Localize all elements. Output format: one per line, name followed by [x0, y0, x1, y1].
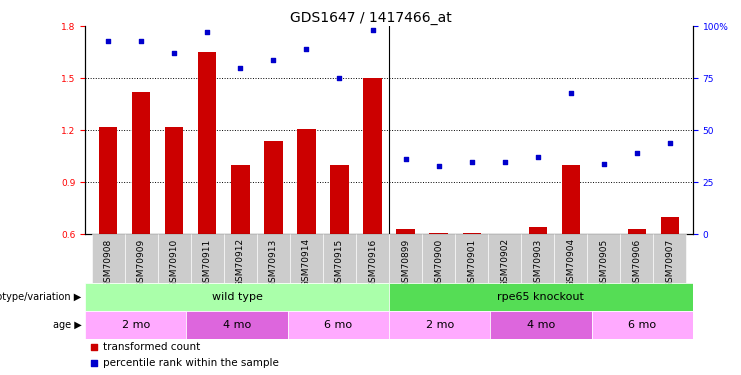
Text: GSM70901: GSM70901 [467, 238, 476, 288]
Bar [224, 234, 257, 283]
Bar [297, 129, 316, 234]
Bar [430, 232, 448, 234]
Bar [363, 78, 382, 234]
Text: GSM70914: GSM70914 [302, 238, 311, 287]
Text: GDS1647 / 1417466_at: GDS1647 / 1417466_at [290, 11, 451, 25]
Bar [587, 234, 620, 283]
Bar [661, 217, 679, 234]
Point [234, 65, 246, 71]
Bar [199, 52, 216, 234]
Bar [191, 234, 224, 283]
Bar [620, 234, 654, 283]
Point [168, 50, 180, 56]
Point [301, 46, 313, 52]
Bar [628, 229, 645, 234]
Point [631, 150, 642, 156]
Bar [231, 165, 250, 234]
Text: 2 mo: 2 mo [425, 320, 453, 330]
Text: GSM70910: GSM70910 [170, 238, 179, 288]
Text: percentile rank within the sample: percentile rank within the sample [104, 358, 279, 368]
Bar [288, 311, 389, 339]
Text: GSM70906: GSM70906 [632, 238, 641, 288]
Point [433, 163, 445, 169]
Bar [491, 311, 591, 339]
Text: GSM70912: GSM70912 [236, 238, 245, 287]
Text: GSM70905: GSM70905 [599, 238, 608, 288]
Text: GSM70908: GSM70908 [104, 238, 113, 288]
Text: transformed count: transformed count [104, 342, 201, 352]
Text: GSM70911: GSM70911 [203, 238, 212, 288]
Bar [562, 165, 579, 234]
Bar [521, 234, 554, 283]
Bar [323, 234, 356, 283]
Bar [92, 234, 124, 283]
Bar [591, 311, 693, 339]
Point [664, 140, 676, 146]
Text: GSM70915: GSM70915 [335, 238, 344, 288]
Text: 6 mo: 6 mo [628, 320, 657, 330]
Point [333, 75, 345, 81]
Point [268, 57, 279, 63]
Bar [85, 283, 389, 311]
Point [466, 135, 478, 141]
Point [466, 280, 478, 286]
Text: GSM70903: GSM70903 [533, 238, 542, 288]
Bar [654, 234, 686, 283]
Text: GSM70899: GSM70899 [401, 238, 410, 288]
Text: GSM70904: GSM70904 [566, 238, 575, 287]
Bar [257, 234, 290, 283]
Point [102, 38, 114, 44]
Text: GSM70916: GSM70916 [368, 238, 377, 288]
Text: GSM70902: GSM70902 [500, 238, 509, 287]
Bar [389, 311, 491, 339]
Bar [99, 127, 117, 234]
Bar [455, 234, 488, 283]
Bar [133, 92, 150, 234]
Text: wild type: wild type [212, 292, 262, 302]
Text: GSM70907: GSM70907 [665, 238, 674, 288]
Text: 2 mo: 2 mo [122, 320, 150, 330]
Point [399, 156, 411, 162]
Point [136, 38, 147, 44]
Bar [528, 227, 547, 234]
Bar [356, 234, 389, 283]
Text: GSM70913: GSM70913 [269, 238, 278, 288]
Bar [488, 234, 521, 283]
Bar [124, 234, 158, 283]
Bar [330, 165, 348, 234]
Point [202, 30, 213, 36]
Point [598, 160, 610, 166]
Bar [158, 234, 191, 283]
Text: age ▶: age ▶ [53, 320, 82, 330]
Bar [422, 234, 455, 283]
Text: GSM70900: GSM70900 [434, 238, 443, 288]
Point [367, 27, 379, 33]
Point [465, 159, 477, 165]
Bar [389, 234, 422, 283]
Bar [85, 311, 187, 339]
Text: 6 mo: 6 mo [325, 320, 353, 330]
Bar [396, 229, 415, 234]
Point [499, 159, 511, 165]
Bar [554, 234, 587, 283]
Bar [389, 283, 693, 311]
Bar [187, 311, 288, 339]
Bar [290, 234, 323, 283]
Bar [165, 127, 184, 234]
Text: 4 mo: 4 mo [527, 320, 555, 330]
Text: rpe65 knockout: rpe65 knockout [497, 292, 585, 302]
Point [532, 154, 544, 160]
Text: genotype/variation ▶: genotype/variation ▶ [0, 292, 82, 302]
Point [565, 90, 576, 96]
Text: GSM70909: GSM70909 [137, 238, 146, 288]
Bar [265, 141, 282, 234]
Text: 4 mo: 4 mo [223, 320, 251, 330]
Bar [462, 232, 481, 234]
